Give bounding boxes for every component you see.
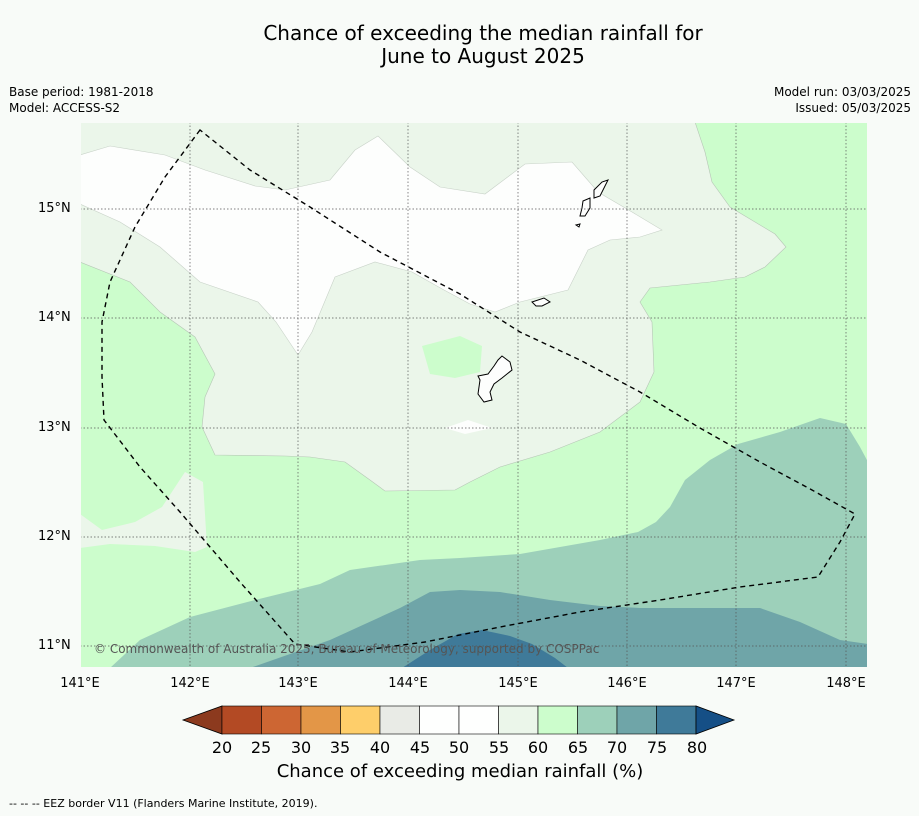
- map-title: Chance of exceeding the median rainfall …: [0, 22, 919, 68]
- lon-label-147e: 147°E: [716, 676, 756, 691]
- colorbar-tick-50: 50: [448, 738, 470, 757]
- coastline-guam: [477, 355, 513, 403]
- colorbar-extend-low: [181, 705, 223, 735]
- copyright-notice: © Commonwealth of Australia 2025, Bureau…: [94, 642, 600, 656]
- lon-label-143e: 143°E: [278, 676, 318, 691]
- colorbar-tick-45: 45: [409, 738, 431, 757]
- issued-date: Issued: 05/03/2025: [795, 101, 911, 115]
- meta-right: Model run: 03/03/2025 Issued: 05/03/2025: [774, 84, 911, 116]
- contour-southwest-pale: [80, 472, 207, 552]
- colorbar-tick-65: 65: [567, 738, 589, 757]
- coastline-rota: [531, 297, 551, 307]
- colorbar-tick-40: 40: [369, 738, 391, 757]
- colorbar: [181, 705, 736, 735]
- lon-label-145e: 145°E: [498, 676, 538, 691]
- colorbar-extend-high: [695, 705, 736, 735]
- lat-label-11n: 11°N: [38, 638, 71, 653]
- contour-70-75: [250, 590, 868, 668]
- colorbar-title: Chance of exceeding median rainfall (%): [276, 761, 644, 782]
- lon-label-142e: 142°E: [170, 676, 210, 691]
- contour-edge-50-55: [80, 135, 663, 356]
- colorbar-bin-75-80: [656, 705, 697, 735]
- colorbar-tick-20: 20: [211, 738, 233, 757]
- colorbar-tick-70: 70: [606, 738, 628, 757]
- colorbar-tick-30: 30: [290, 738, 312, 757]
- title-line-1: Chance of exceeding the median rainfall …: [263, 21, 703, 45]
- colorbar-tick-35: 35: [329, 738, 351, 757]
- model-run: Model run: 03/03/2025: [773, 85, 911, 99]
- colorbar-tick-75: 75: [646, 738, 668, 757]
- gridlines: [80, 122, 868, 668]
- colorbar-tick-25: 25: [250, 738, 272, 757]
- colorbar-bin-60-65: [537, 705, 578, 735]
- colorbar-bin-70-75: [616, 705, 657, 735]
- lat-label-14n: 14°N: [38, 310, 71, 325]
- meta-left: Base period: 1981-2018 Model: ACCESS-S2: [9, 84, 154, 116]
- lon-label-146e: 146°E: [607, 676, 647, 691]
- colorbar-tick-55: 55: [488, 738, 510, 757]
- map-plot: [80, 122, 868, 668]
- coastline-tinian-saipan: [574, 179, 609, 228]
- contour-green-island: [422, 336, 482, 378]
- lon-label-141e: 141°E: [60, 676, 100, 691]
- colorbar-bin-20-25: [221, 705, 262, 735]
- colorbar-tick-80: 80: [686, 738, 708, 757]
- contour-65-70: [110, 418, 868, 668]
- model-name: Model: ACCESS-S2: [9, 101, 121, 115]
- lat-label-12n: 12°N: [38, 529, 71, 544]
- contour-edge-55-60: [80, 122, 787, 492]
- colorbar-bin-45-50: [419, 705, 460, 735]
- eez-footnote: -- -- -- EEZ border V11 (Flanders Marine…: [9, 797, 318, 810]
- colorbar-tick-60: 60: [527, 738, 549, 757]
- colorbar-bin-65-70: [577, 705, 618, 735]
- lat-label-13n: 13°N: [38, 420, 71, 435]
- lon-label-144e: 144°E: [388, 676, 428, 691]
- base-period: Base period: 1981-2018: [9, 85, 154, 99]
- colorbar-bin-35-40: [340, 705, 381, 735]
- eez-border: [101, 129, 856, 653]
- contour-75-80: [402, 630, 568, 668]
- colorbar-bin-50-55: [458, 705, 499, 735]
- colorbar-bin-40-45: [379, 705, 420, 735]
- title-line-2: June to August 2025: [381, 44, 585, 68]
- colorbar-bin-30-35: [300, 705, 341, 735]
- colorbar-bin-55-60: [498, 705, 539, 735]
- colorbar-bin-25-30: [261, 705, 302, 735]
- lon-label-148e: 148°E: [826, 676, 866, 691]
- contour-white-patch: [445, 420, 492, 434]
- lat-label-15n: 15°N: [38, 201, 71, 216]
